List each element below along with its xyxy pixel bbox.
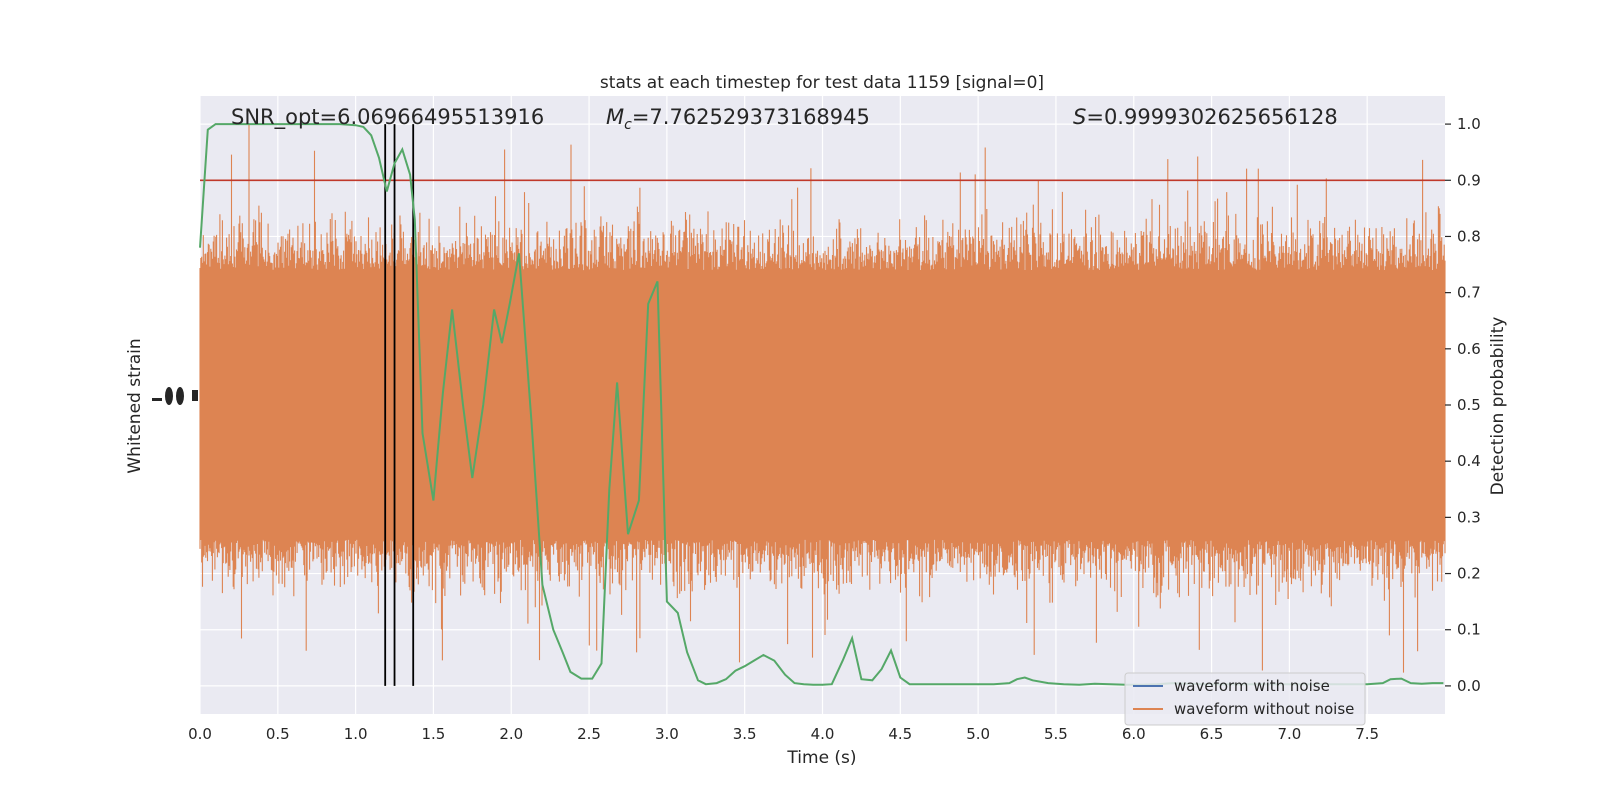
x-tick-label: 2.0 xyxy=(499,725,523,743)
x-tick-label: 4.0 xyxy=(811,725,835,743)
y-tick-label: 0.2 xyxy=(1457,565,1481,583)
x-tick-label: 5.0 xyxy=(966,725,990,743)
x-tick-label: 0.0 xyxy=(188,725,212,743)
y-axis-label-right: Detection probability xyxy=(1488,317,1508,496)
left-tick-glyph xyxy=(192,390,198,401)
statistic-value: =0.9999302625656128 xyxy=(1086,105,1337,129)
x-tick-label: 3.0 xyxy=(655,725,679,743)
x-tick-label: 0.5 xyxy=(266,725,290,743)
y-tick-label: 1.0 xyxy=(1457,115,1481,133)
x-tick-label: 5.5 xyxy=(1044,725,1068,743)
y-tick-label: 0.4 xyxy=(1457,452,1481,470)
x-tick-label: 1.5 xyxy=(422,725,446,743)
y-ticks-right: 0.0 0.1 0.2 0.3 0.4 0.5 0.6 0.7 0.8 0.9 1.0 xyxy=(1445,115,1481,695)
y-tick-label: 0.1 xyxy=(1457,621,1481,639)
y-tick-label: 0.7 xyxy=(1457,284,1481,302)
x-tick-label: 2.5 xyxy=(577,725,601,743)
x-tick-label: 1.0 xyxy=(344,725,368,743)
left-tick-mark xyxy=(152,398,162,401)
y-tick-label: 0.0 xyxy=(1457,677,1481,695)
legend: waveform with noise waveform without noi… xyxy=(1124,672,1366,726)
y-tick-label: 0.8 xyxy=(1457,227,1481,245)
left-tick-glyph xyxy=(176,387,184,405)
statistic-symbol: S xyxy=(1073,105,1086,129)
legend-label-without-noise: waveform without noise xyxy=(1174,700,1354,718)
y-axis-label-left: Whitened strain xyxy=(125,338,145,473)
chirp-mass-annotation: Mc=7.762529373168945 xyxy=(606,105,870,133)
y-tick-label: 0.6 xyxy=(1457,340,1481,358)
chirp-mass-subscript: c xyxy=(624,117,632,133)
x-tick-label: 7.5 xyxy=(1355,725,1379,743)
y-tick-label: 0.3 xyxy=(1457,508,1481,526)
left-tick-glyph xyxy=(165,387,173,405)
x-axis-label: Time (s) xyxy=(786,748,856,768)
y-tick-label: 0.9 xyxy=(1457,171,1481,189)
chirp-mass-value: =7.762529373168945 xyxy=(632,105,870,129)
left-tick-cluster xyxy=(152,387,198,405)
chart-title: stats at each timestep for test data 115… xyxy=(600,73,1044,93)
x-tick-label: 6.5 xyxy=(1200,725,1224,743)
x-tick-label: 7.0 xyxy=(1277,725,1301,743)
marker-lines xyxy=(384,124,415,686)
chirp-mass-symbol: M xyxy=(606,105,624,129)
x-tick-label: 4.5 xyxy=(888,725,912,743)
legend-box xyxy=(1124,672,1366,726)
x-ticks: 0.0 0.5 1.0 1.5 2.0 2.5 3.0 3.5 4.0 4.5 5.0 5.5 6.0 6… xyxy=(188,725,1379,743)
x-tick-label: 6.0 xyxy=(1122,725,1146,743)
x-tick-label: 3.5 xyxy=(733,725,757,743)
legend-label-with-noise: waveform with noise xyxy=(1174,677,1330,695)
statistic-annotation: S=0.9999302625656128 xyxy=(1073,105,1338,129)
y-tick-label: 0.5 xyxy=(1457,396,1481,414)
snr-annotation: SNR_opt=6.06966495513916 xyxy=(231,105,544,130)
waveform-without-noise-line xyxy=(199,124,1446,673)
